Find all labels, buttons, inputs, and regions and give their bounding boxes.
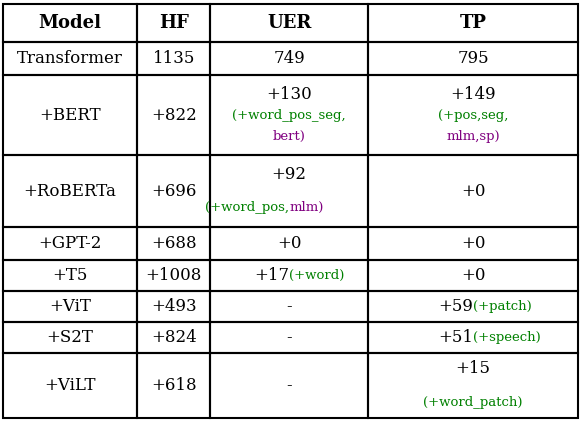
Text: +0: +0 — [277, 235, 301, 252]
Bar — [210, 354, 368, 418]
Text: +822: +822 — [151, 107, 197, 124]
Bar — [368, 227, 578, 260]
Text: +ViLT: +ViLT — [44, 377, 96, 394]
Text: +0: +0 — [461, 182, 485, 200]
Bar — [137, 322, 210, 354]
Text: (+pos,seg,: (+pos,seg, — [438, 109, 508, 122]
Bar — [137, 291, 210, 322]
Bar — [210, 291, 368, 322]
Text: bert): bert) — [273, 130, 305, 143]
Text: +130: +130 — [266, 86, 312, 103]
Text: +S2T: +S2T — [47, 329, 93, 346]
Bar — [3, 291, 137, 322]
Bar — [210, 4, 368, 42]
Text: +BERT: +BERT — [39, 107, 101, 124]
Bar — [137, 227, 210, 260]
Text: +696: +696 — [151, 182, 196, 200]
Bar — [368, 4, 578, 42]
Bar — [210, 155, 368, 227]
Text: +824: +824 — [151, 329, 197, 346]
Bar — [368, 354, 578, 418]
Text: -: - — [286, 329, 292, 346]
Text: (+word): (+word) — [289, 269, 345, 282]
Text: +493: +493 — [151, 298, 197, 315]
Bar — [3, 322, 137, 354]
Text: +1008: +1008 — [145, 267, 202, 284]
Bar — [3, 260, 137, 291]
Bar — [137, 75, 210, 155]
Bar — [210, 75, 368, 155]
Text: -: - — [286, 298, 292, 315]
Bar — [210, 322, 368, 354]
Bar — [3, 354, 137, 418]
Text: +59: +59 — [438, 298, 473, 315]
Bar — [3, 75, 137, 155]
Bar — [3, 42, 137, 75]
Bar — [368, 260, 578, 291]
Text: +0: +0 — [461, 235, 485, 252]
Bar — [368, 322, 578, 354]
Bar — [3, 227, 137, 260]
Bar — [210, 42, 368, 75]
Text: mlm): mlm) — [289, 201, 324, 214]
Text: (+patch): (+patch) — [473, 300, 532, 313]
Text: TP: TP — [460, 14, 486, 32]
Text: (+word_pos,: (+word_pos, — [205, 201, 289, 214]
Text: +688: +688 — [151, 235, 197, 252]
Bar — [137, 260, 210, 291]
Text: (+word_pos_seg,: (+word_pos_seg, — [232, 109, 346, 122]
Text: +149: +149 — [450, 86, 496, 103]
Text: +ViT: +ViT — [49, 298, 91, 315]
Text: (+word_patch): (+word_patch) — [423, 396, 523, 409]
Bar — [3, 4, 137, 42]
Text: 1135: 1135 — [152, 50, 195, 67]
Bar — [3, 155, 137, 227]
Text: Model: Model — [39, 14, 102, 32]
Text: (+speech): (+speech) — [473, 331, 541, 344]
Bar — [368, 75, 578, 155]
Text: HF: HF — [159, 14, 189, 32]
Bar — [210, 227, 368, 260]
Text: +RoBERTa: +RoBERTa — [23, 182, 117, 200]
Bar — [137, 4, 210, 42]
Text: 795: 795 — [457, 50, 489, 67]
Bar — [368, 155, 578, 227]
Bar — [137, 155, 210, 227]
Text: Transformer: Transformer — [17, 50, 123, 67]
Text: +0: +0 — [461, 267, 485, 284]
Text: +T5: +T5 — [53, 267, 88, 284]
Text: +92: +92 — [272, 165, 307, 183]
Text: +17: +17 — [254, 267, 289, 284]
Text: mlm,sp): mlm,sp) — [446, 130, 500, 143]
Text: +GPT-2: +GPT-2 — [39, 235, 102, 252]
Text: -: - — [286, 377, 292, 394]
Bar — [368, 42, 578, 75]
Text: 749: 749 — [273, 50, 305, 67]
Bar — [210, 260, 368, 291]
Bar — [137, 354, 210, 418]
Text: +15: +15 — [456, 360, 491, 377]
Bar — [368, 291, 578, 322]
Text: UER: UER — [267, 14, 311, 32]
Bar — [137, 42, 210, 75]
Text: +618: +618 — [151, 377, 197, 394]
Text: +51: +51 — [438, 329, 473, 346]
